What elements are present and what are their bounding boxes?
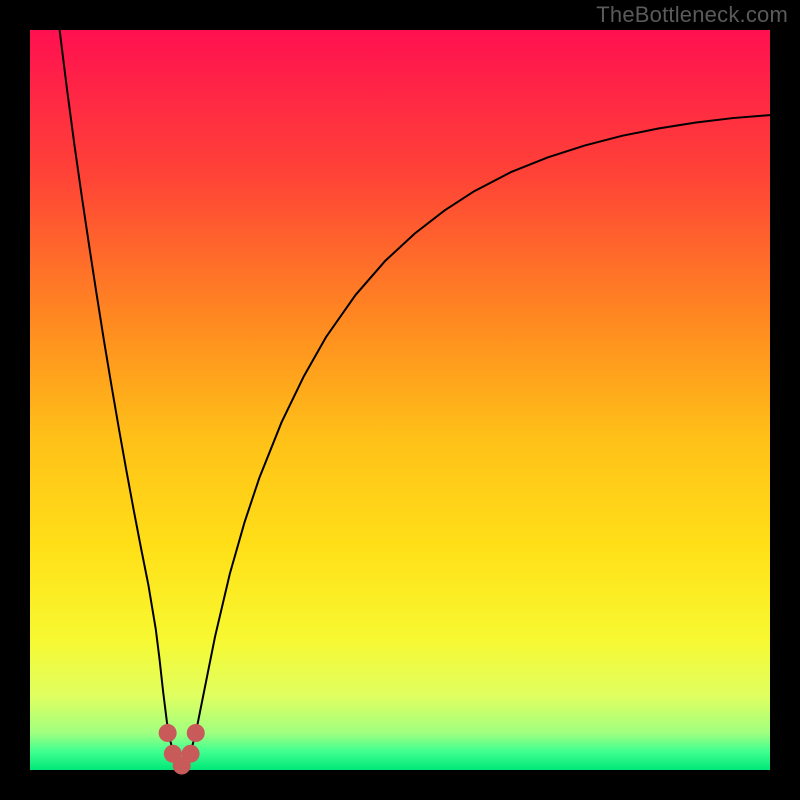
marker-dot	[182, 745, 200, 763]
bottleneck-chart	[0, 0, 800, 800]
marker-dot	[187, 724, 205, 742]
chart-container: TheBottleneck.com	[0, 0, 800, 800]
marker-dot	[159, 724, 177, 742]
plot-background	[30, 30, 770, 770]
watermark-text: TheBottleneck.com	[596, 2, 788, 28]
